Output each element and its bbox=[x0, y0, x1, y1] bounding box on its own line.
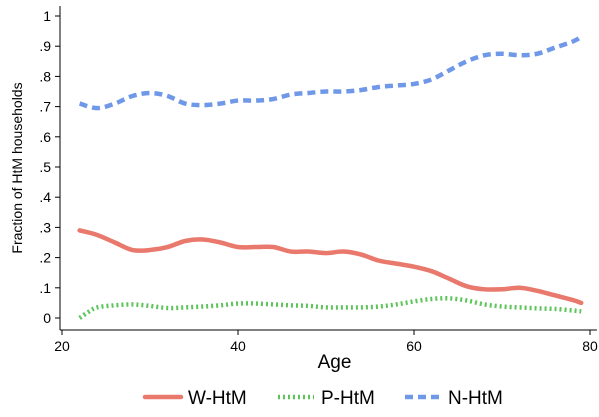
y-tick-label: .1 bbox=[39, 280, 51, 296]
x-tick-label: 60 bbox=[406, 338, 422, 354]
legend-label-p-htm: P-HtM bbox=[321, 388, 375, 409]
series-line-p-htm bbox=[78, 296, 582, 320]
legend-label-w-htm: W-HtM bbox=[188, 388, 247, 409]
series-layer bbox=[77, 35, 584, 320]
y-tick-label: .8 bbox=[39, 68, 51, 84]
y-tick-label: 0 bbox=[43, 310, 51, 326]
y-tick-label: .7 bbox=[39, 99, 51, 115]
legend-label-n-htm: N-HtM bbox=[448, 388, 503, 409]
x-tick-label: 20 bbox=[54, 338, 70, 354]
y-tick-label: .6 bbox=[39, 129, 51, 145]
y-tick-label: .2 bbox=[39, 250, 51, 266]
y-axis: 0 .1 .2 .3 .4 .5 .6 .7 .8 .9 1 bbox=[39, 8, 60, 326]
x-tick-label: 40 bbox=[230, 338, 246, 354]
x-axis: 20 40 60 80 bbox=[54, 330, 598, 354]
x-tick-label: 80 bbox=[582, 338, 598, 354]
y-tick-label: .4 bbox=[39, 189, 51, 205]
y-axis-title: Fraction of HtM households bbox=[9, 82, 25, 253]
y-tick-label: .5 bbox=[39, 159, 51, 175]
y-tick-label: .9 bbox=[39, 38, 51, 54]
series-line-w-htm bbox=[77, 228, 584, 306]
y-tick-label: .3 bbox=[39, 219, 51, 235]
x-axis-title: Age bbox=[318, 352, 352, 373]
legend: W-HtM P-HtM N-HtM bbox=[142, 388, 503, 409]
series-line-n-htm bbox=[78, 35, 583, 111]
plot-area bbox=[59, 6, 597, 331]
y-tick-label: 1 bbox=[43, 8, 51, 24]
